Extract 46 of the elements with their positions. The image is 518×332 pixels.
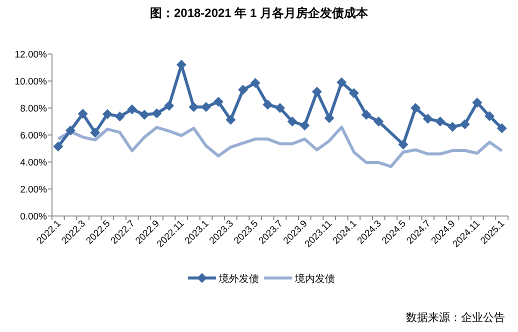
legend-label: 境外发债: [218, 273, 259, 285]
point: [139, 110, 150, 120]
point: [472, 98, 482, 108]
point: [213, 96, 224, 107]
point: [348, 88, 359, 98]
point: [102, 109, 112, 120]
point: [152, 108, 162, 118]
point: [78, 108, 88, 119]
point: [287, 116, 298, 126]
point: [374, 116, 384, 126]
point: [312, 86, 322, 97]
point: [201, 102, 212, 112]
y-tick-label: 2.00%: [20, 184, 48, 196]
point: [448, 122, 458, 132]
y-tick-label: 4.00%: [20, 158, 48, 168]
point: [90, 128, 100, 138]
point: [300, 120, 310, 131]
point: [324, 113, 334, 124]
y-tick-label: 0.00%: [20, 212, 48, 222]
source-note: 数据来源：企业公告: [406, 311, 505, 324]
y-tick-label: 10.00%: [14, 76, 48, 88]
point: [238, 84, 248, 95]
y-tick-label: 8.00%: [20, 104, 48, 114]
point: [361, 110, 372, 120]
chart-title: 图：2018-2021 年 1 月各月房企发债成本: [150, 6, 370, 20]
point: [164, 100, 174, 111]
point: [422, 114, 433, 124]
y-tick-label: 6.00%: [20, 130, 48, 142]
point: [410, 103, 421, 113]
point: [336, 77, 347, 88]
point: [114, 112, 125, 122]
point: [188, 102, 199, 112]
y-tick-label: 12.00%: [14, 50, 48, 60]
point: [460, 119, 470, 130]
point: [53, 141, 64, 152]
point: [65, 126, 76, 136]
point: [226, 114, 236, 125]
point: [398, 139, 408, 150]
point: [496, 123, 507, 134]
point: [275, 103, 285, 113]
point: [250, 78, 260, 88]
point: [127, 104, 138, 114]
point: [484, 111, 495, 122]
legend-label: 境内发债: [294, 273, 335, 285]
point: [435, 116, 446, 126]
point: [262, 100, 273, 110]
